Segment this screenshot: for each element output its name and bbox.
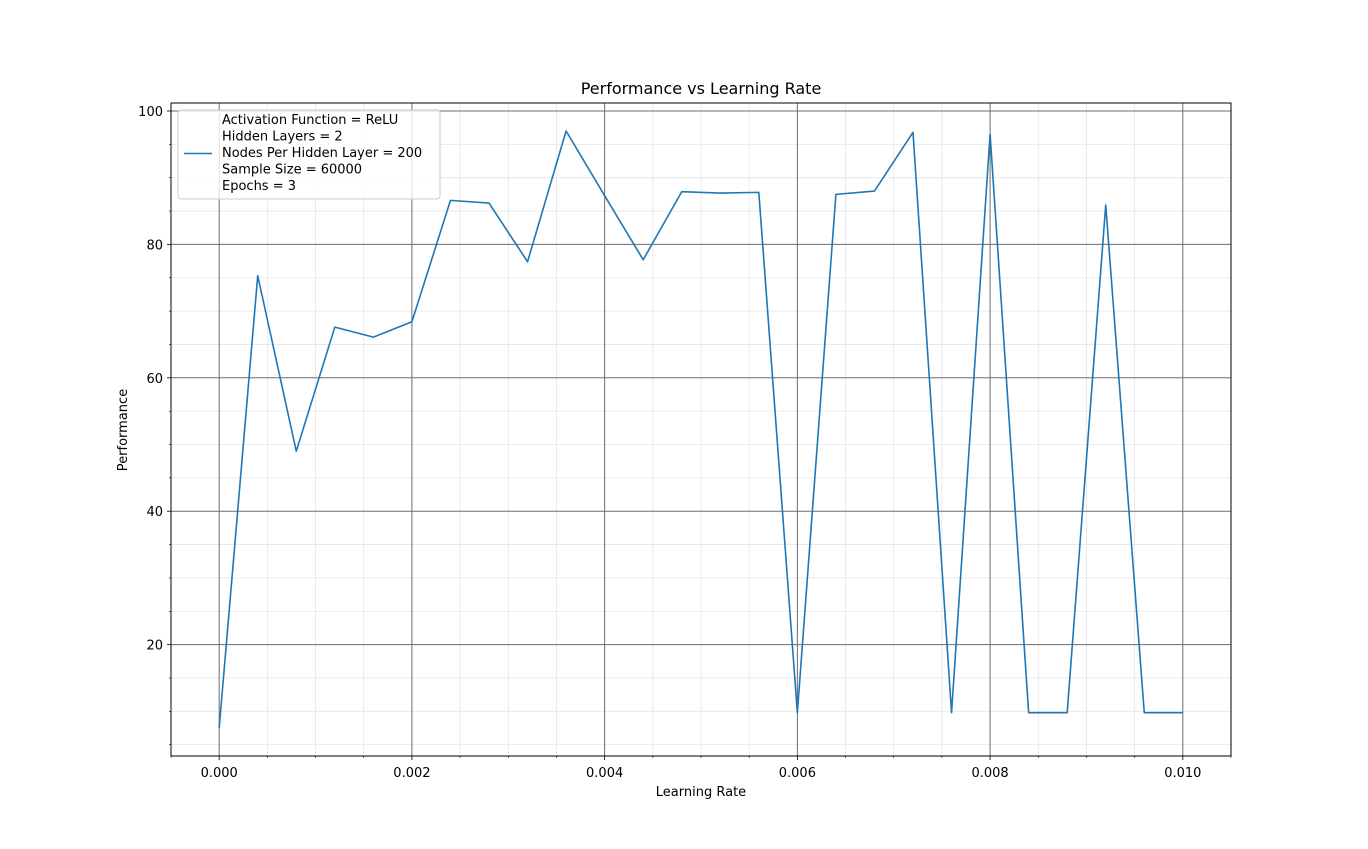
y-tick-label: 40 [146, 505, 163, 520]
series-layer [218, 130, 1183, 729]
x-tick-label: 0.002 [393, 766, 430, 781]
series-line [218, 130, 1183, 729]
legend-label-line: Nodes Per Hidden Layer = 200 [222, 146, 422, 161]
x-tick-label: 0.004 [586, 766, 623, 781]
x-tick-label: 0.000 [201, 766, 238, 781]
x-axis-label: Learning Rate [656, 785, 746, 800]
legend: Activation Function = ReLU Hidden Layers … [177, 109, 441, 200]
minor-gridlines [170, 103, 1232, 756]
legend-label-line: Hidden Layers = 2 [222, 130, 343, 145]
x-tick-label: 0.008 [971, 766, 1008, 781]
y-tick-label: 60 [146, 372, 163, 387]
y-axis-label: Performance [116, 389, 131, 471]
y-tick-label: 20 [146, 639, 163, 654]
legend-label: Activation Function = ReLU Hidden Layers … [222, 113, 422, 194]
y-tick-label: 100 [138, 105, 163, 120]
legend-label-line: Activation Function = ReLU [222, 113, 398, 128]
axis-ticks: 0.000 0.002 0.004 0.006 0.008 0.010 20 40 60 80 10… [138, 105, 1232, 781]
y-tick-label: 80 [146, 238, 163, 253]
x-tick-label: 0.006 [779, 766, 816, 781]
legend-box [177, 109, 441, 200]
chart-title: Performance vs Learning Rate [581, 79, 822, 98]
x-tick-label: 0.010 [1164, 766, 1201, 781]
legend-label-line: Sample Size = 60000 [222, 163, 362, 178]
legend-label-line: Epochs = 3 [222, 179, 296, 194]
major-gridlines [171, 103, 1231, 756]
